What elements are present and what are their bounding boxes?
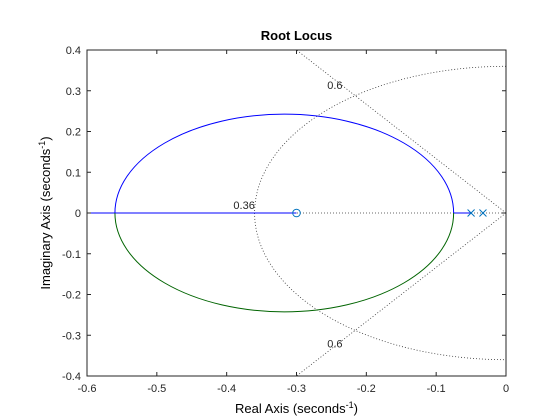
frequency-label: 0.36 [233,200,254,212]
locus-branch-lower [114,212,455,313]
y-axis-label: Imaginary Axis (seconds-1) [37,136,53,289]
frequency-arc [254,65,507,361]
x-tick-label: -0.3 [287,383,306,395]
zero-marker [292,208,301,218]
x-tick-label: -0.1 [427,383,446,395]
marker-layer [292,208,487,218]
y-tick-label: -0.2 [62,290,81,302]
y-tick-label: 0.4 [66,45,81,57]
x-axis-label-close: ) [354,401,358,416]
y-tick-label: 0.2 [66,127,81,139]
label-layer: Root Locus Real Axis (seconds-1) Imagina… [37,28,358,416]
y-tick-label: -0.3 [62,330,81,342]
y-tick-label: 0.3 [66,86,81,98]
x-axis-label: Real Axis (seconds-1) [235,400,358,416]
tick-layer: -0.6 -0.5 -0.4 -0.3 -0.2 -0.1 0 -0.4 -0.3 -0.2 -0.… [62,45,509,395]
y-axis-label-exponent: -1 [37,141,47,149]
y-tick-label: 0 [75,208,81,220]
y-axis-label-close: ) [38,136,53,140]
y-tick-label: -0.4 [62,371,81,383]
damping-label-lower: 0.6 [327,338,342,350]
x-axis-label-exponent: -1 [346,400,354,410]
y-tick-label: -0.1 [62,249,81,261]
damping-line-lower [296,212,507,377]
locus-layer [87,113,472,313]
locus-branch-upper [114,113,455,214]
pole-marker-stroke [479,209,487,217]
damping-label-upper: 0.6 [327,80,342,92]
x-tick-label: -0.5 [147,383,166,395]
x-tick-label: -0.2 [357,383,376,395]
y-tick-label: 0.1 [66,167,81,179]
x-tick-label: -0.4 [217,383,236,395]
damping-line-upper [296,49,507,214]
chart-title: Root Locus [261,28,333,43]
x-tick-label: 0 [503,383,509,395]
x-tick-label: -0.6 [78,383,97,395]
pole-marker-stroke [467,209,475,217]
